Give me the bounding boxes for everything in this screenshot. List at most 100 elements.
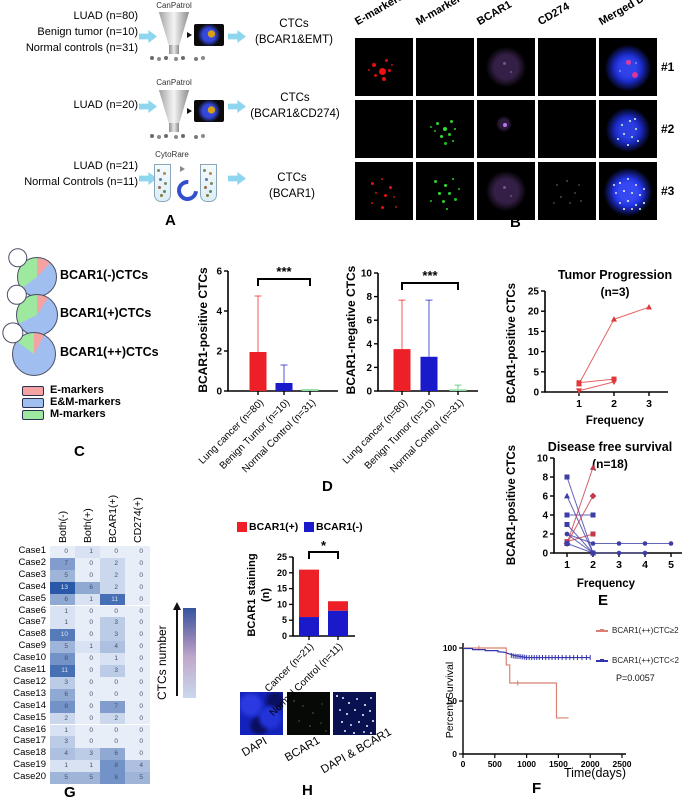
heatmap-cell: 13 <box>50 581 75 594</box>
heatmap-cell: 2 <box>50 712 75 725</box>
svg-text:2: 2 <box>216 347 222 358</box>
heatmap-row-label: Case11 <box>13 664 46 675</box>
glow <box>615 117 641 143</box>
output-line: (BCAR1) <box>268 188 315 200</box>
output-line: CTCs <box>277 172 307 184</box>
chart-e_tp: 0 5 10 15 20 25 1 2 3 <box>528 287 668 410</box>
xlabel-time-days: Time(days) <box>563 766 627 780</box>
svg-text:2000: 2000 <box>581 759 600 769</box>
heatmap-cell: 0 <box>100 546 125 558</box>
dot <box>452 178 454 180</box>
heatmap-row-label: Case6 <box>18 604 46 616</box>
km-legend-item-1: BCAR1(++)CTC≥2 <box>596 626 679 635</box>
colorbar-arrow-head-icon <box>172 602 181 610</box>
heatmap-col-cd274-: CD274(+) <box>132 497 144 543</box>
dot <box>566 180 568 182</box>
dot <box>643 202 645 204</box>
heatmap-row-label: Case20 <box>13 771 46 783</box>
dot <box>553 202 555 204</box>
legend-label-bcar1-pos: BCAR1(+) <box>249 521 299 533</box>
fluorescence-cell-green-dots <box>416 100 474 158</box>
legend-label-2: E&M-markers <box>50 396 121 408</box>
dot <box>444 142 447 145</box>
cohort-line: Benign tumor (n=10) <box>37 26 138 38</box>
dot <box>510 195 512 197</box>
dot <box>442 200 445 203</box>
dot <box>631 136 633 138</box>
panel-label-e: E <box>598 592 609 609</box>
heatmap-cell: 3 <box>100 665 125 677</box>
svg-text:5: 5 <box>668 559 674 571</box>
dot <box>503 186 506 189</box>
heatmap-cell: 4 <box>125 760 150 773</box>
heatmap-cell: 2 <box>100 712 125 725</box>
heatmap-cell: 0 <box>125 581 150 594</box>
heatmap-cell: 0 <box>125 653 150 665</box>
heatmap-cell: 3 <box>50 736 75 749</box>
svg-text:0: 0 <box>533 388 539 399</box>
legend-label-1: E-markers <box>50 384 104 396</box>
donut-hole <box>8 248 28 268</box>
dot <box>458 188 460 190</box>
heatmap-cell: 8 <box>100 772 125 784</box>
dot <box>632 72 638 78</box>
column-header-bcar1: BCAR1 <box>475 0 514 29</box>
donut-hole <box>2 322 24 344</box>
svg-text:10: 10 <box>277 599 287 609</box>
dot <box>631 192 633 194</box>
svg-text:2: 2 <box>611 398 617 410</box>
heatmap-cell: 1 <box>75 593 100 606</box>
heatmap-cell: 4 <box>100 641 125 654</box>
dot <box>395 206 397 208</box>
dot <box>613 184 615 186</box>
fluorescence-cell-purple-dot <box>477 100 535 158</box>
svg-text:20: 20 <box>277 568 287 578</box>
dot <box>617 138 619 140</box>
dot <box>434 180 437 183</box>
dot <box>391 64 393 66</box>
panel-label-a: A <box>165 212 176 229</box>
heatmap-row-label: Case8 <box>18 628 46 640</box>
heatmap-row-label: Case3 <box>18 568 46 580</box>
svg-text:2: 2 <box>542 530 548 541</box>
heatmap-cell: 0 <box>125 700 150 713</box>
heatmap-cell: 0 <box>75 676 100 689</box>
dot <box>389 186 392 189</box>
svg-text:15: 15 <box>528 327 540 338</box>
legend-swatch-1 <box>22 386 44 396</box>
dot <box>619 70 621 72</box>
heatmap-cell: 2 <box>100 581 125 594</box>
heatmap-col-both-: Both(-) <box>57 510 69 543</box>
cohort-list-2: LUAD (n=20) <box>2 97 138 113</box>
heatmap-cell: 3 <box>100 629 125 642</box>
xlabel-tp: Frequency <box>585 415 645 427</box>
heatmap-row-label: Case15 <box>13 711 46 723</box>
output-line: CTCs <box>280 92 310 104</box>
heatmap-cell: 0 <box>75 557 100 570</box>
svg-text:1: 1 <box>576 398 582 410</box>
dot <box>627 200 629 202</box>
km-red-line-icon <box>596 629 608 632</box>
panel-label-g: G <box>64 784 76 801</box>
heatmap-cell: 1 <box>75 546 100 558</box>
heatmap-cell: 6 <box>75 581 100 594</box>
dot <box>436 122 439 125</box>
image-label-dapi: DAPI <box>240 735 270 760</box>
heatmap-cell: 0 <box>125 546 150 558</box>
heatmap-cell: 0 <box>100 688 125 701</box>
magnet-icon <box>172 175 203 206</box>
dot <box>627 178 629 180</box>
svg-text:Cancer (n=21): Cancer (n=21) <box>263 641 316 694</box>
panel-label-c: C <box>74 443 85 460</box>
donut-label-3: BCAR1(++)CTCs <box>60 345 159 359</box>
fluorescence-cell-empty <box>416 38 474 96</box>
heatmap-cell: 0 <box>75 712 100 725</box>
fluorescence-cell-red-dots <box>355 38 413 96</box>
device-name: CytoRare <box>155 150 189 159</box>
cohort-line: LUAD (n=80) <box>73 10 138 22</box>
heatmap-cell: 0 <box>125 736 150 749</box>
row-label-2: #2 <box>661 122 675 136</box>
svg-text:25: 25 <box>277 552 287 562</box>
dot <box>623 208 625 210</box>
dot <box>382 77 386 81</box>
